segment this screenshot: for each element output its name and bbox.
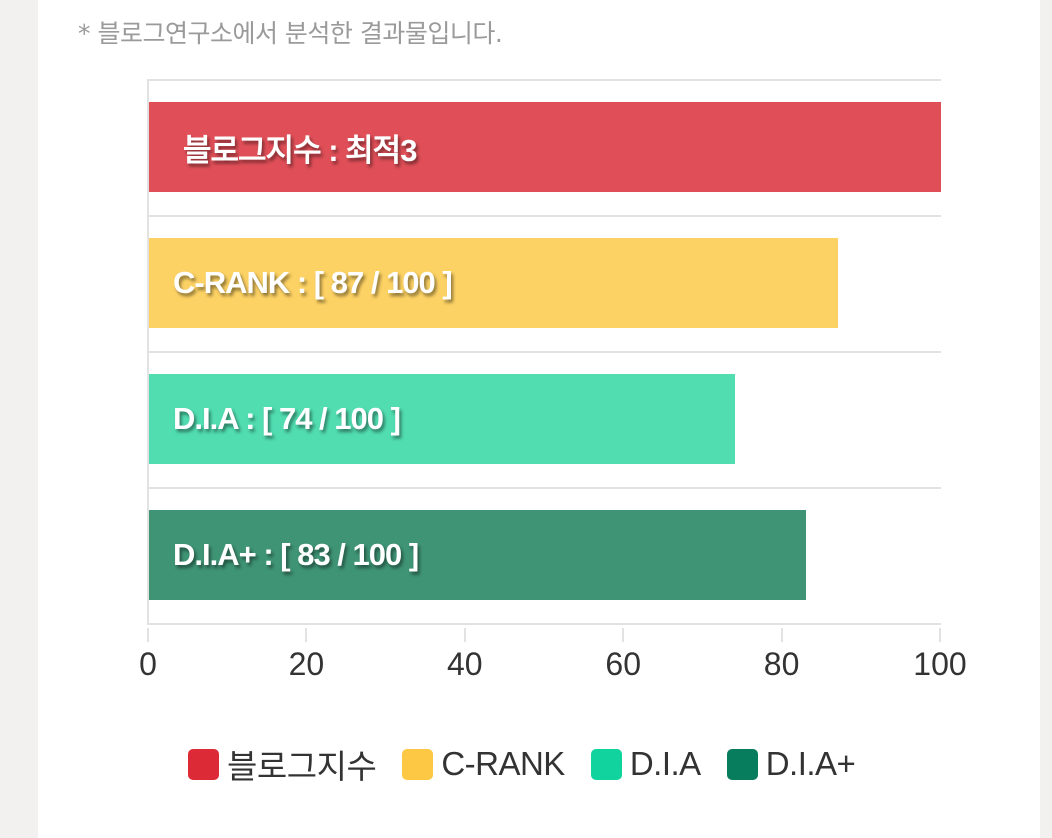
x-tick: [939, 628, 941, 642]
legend-label: C-RANK: [441, 745, 565, 782]
x-tick: [463, 628, 466, 642]
x-tick-label: 40: [447, 646, 483, 682]
x-tick: [147, 628, 149, 642]
grid-line: [148, 351, 941, 353]
grid-line: [148, 215, 941, 217]
x-tick: [780, 628, 783, 642]
legend-swatch-icon: [590, 748, 622, 780]
legend-item[interactable]: C-RANK: [402, 745, 565, 783]
analysis-note: * 블로그연구소에서 분석한 결과물입니다.: [78, 19, 503, 48]
bar-d-i-a[interactable]: D.I.A : [ 74 / 100 ]: [149, 374, 735, 464]
x-tick-label: 0: [139, 646, 157, 682]
legend-label: D.I.A: [629, 745, 701, 782]
x-tick-label: 80: [763, 646, 800, 682]
chart-legend: 블로그지수 C-RANK D.I.A D.I.A+: [188, 740, 881, 788]
x-tick-label: 20: [288, 646, 325, 682]
grid-line: [148, 487, 941, 489]
x-tick: [305, 628, 308, 642]
bar-d-i-a-[interactable]: D.I.A+ : [ 83 / 100 ]: [149, 510, 806, 600]
bar-c-rank[interactable]: C-RANK : [ 87 / 100 ]: [149, 238, 838, 328]
x-tick-label: 60: [605, 646, 641, 682]
legend-item[interactable]: D.I.A+: [726, 745, 856, 783]
bar-label: D.I.A+ : [ 83 / 100 ]: [173, 537, 419, 572]
legend-swatch-icon: [188, 748, 219, 780]
x-tick-label: 100: [913, 646, 967, 682]
legend-label: D.I.A+: [765, 745, 856, 782]
bar-label: C-RANK : [ 87 / 100 ]: [173, 265, 453, 300]
bar-label: D.I.A : [ 74 / 100 ]: [173, 401, 401, 436]
bar-블로그지수[interactable]: 블로그지수 : 최적3: [149, 102, 941, 192]
bar-label: 블로그지수 : 최적3: [183, 132, 417, 168]
legend-swatch-icon: [726, 748, 758, 780]
legend-label: 블로그지수: [227, 748, 377, 785]
legend-item[interactable]: D.I.A: [590, 745, 701, 783]
legend-swatch-icon: [402, 748, 434, 780]
x-tick: [622, 628, 625, 642]
legend-item[interactable]: 블로그지수: [188, 740, 377, 788]
grid-line: [148, 79, 941, 81]
x-axis-line: [148, 623, 941, 625]
